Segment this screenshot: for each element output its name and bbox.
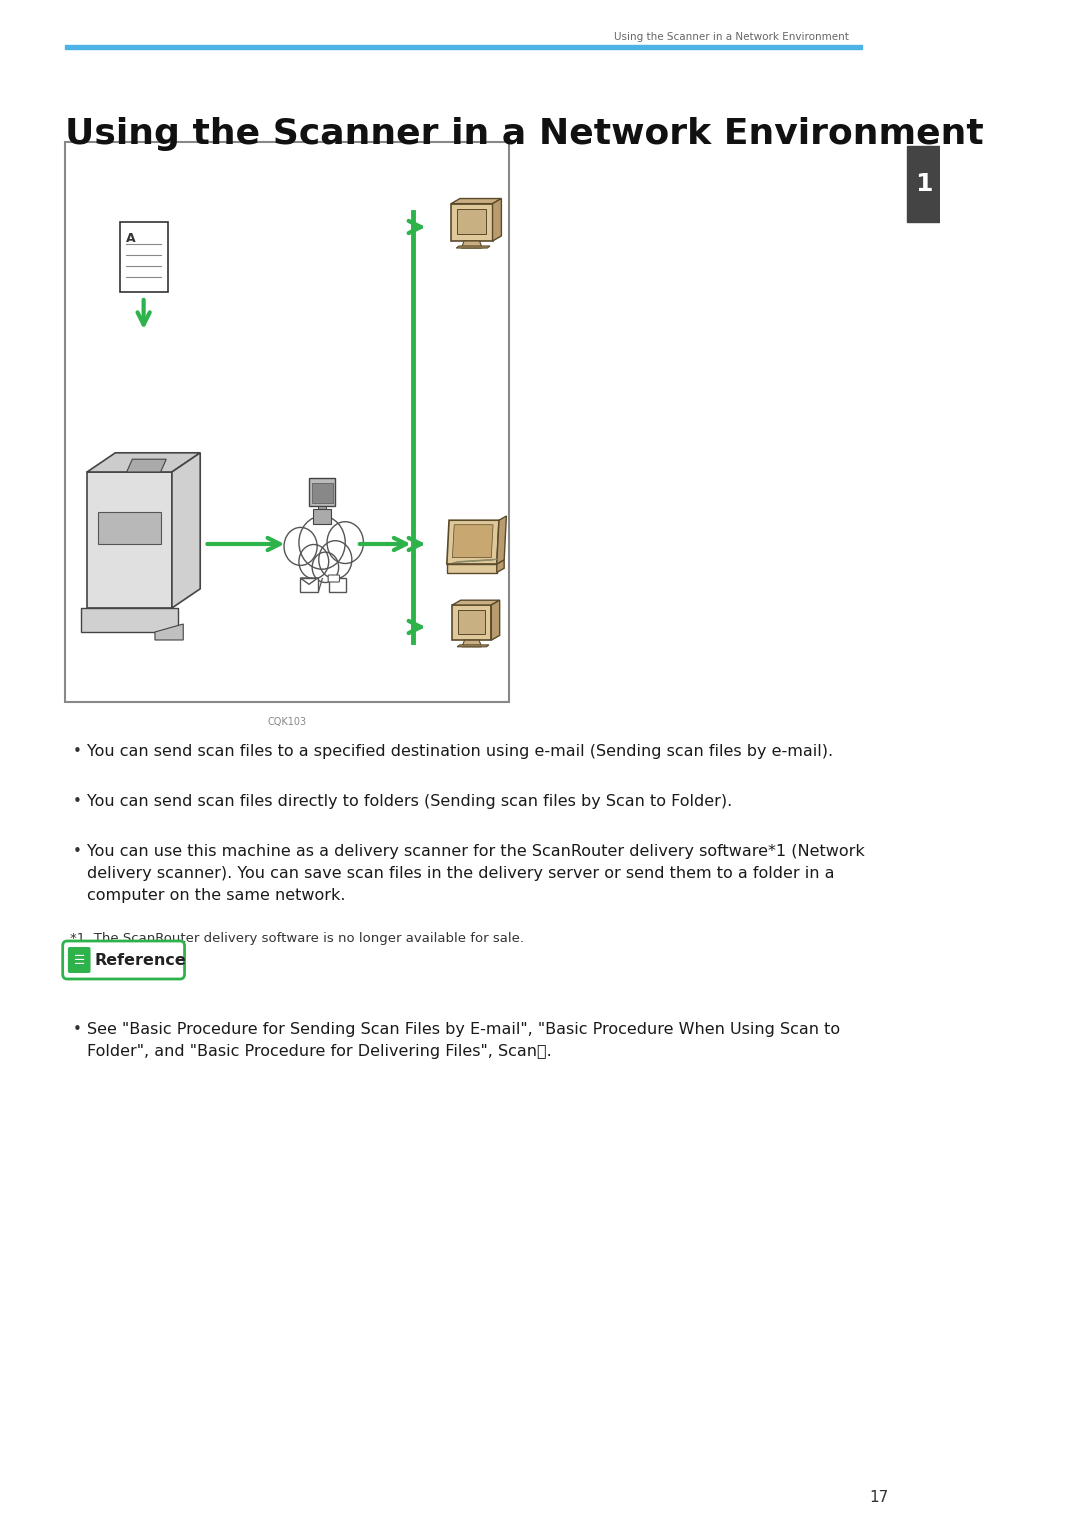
Polygon shape xyxy=(447,521,499,564)
FancyBboxPatch shape xyxy=(68,947,91,973)
Bar xyxy=(300,578,318,591)
Polygon shape xyxy=(172,453,200,608)
Text: •: • xyxy=(72,844,81,859)
FancyBboxPatch shape xyxy=(120,222,167,293)
Polygon shape xyxy=(81,608,177,633)
Polygon shape xyxy=(492,199,501,241)
Text: You can send scan files to a specified destination using e-mail (Sending scan fi: You can send scan files to a specified d… xyxy=(87,745,833,758)
Circle shape xyxy=(299,544,328,579)
Polygon shape xyxy=(450,561,498,564)
Polygon shape xyxy=(491,601,500,640)
Polygon shape xyxy=(451,199,501,204)
Polygon shape xyxy=(447,564,497,573)
Polygon shape xyxy=(456,247,490,248)
Text: You can use this machine as a delivery scanner for the ScanRouter delivery softw: You can use this machine as a delivery s… xyxy=(87,844,865,904)
Bar xyxy=(329,578,347,591)
Polygon shape xyxy=(447,559,504,564)
Text: You can send scan files directly to folders (Sending scan files by Scan to Folde: You can send scan files directly to fold… xyxy=(87,794,732,809)
Polygon shape xyxy=(458,610,485,634)
Text: •: • xyxy=(72,1022,81,1037)
Text: Using the Scanner in a Network Environment: Using the Scanner in a Network Environme… xyxy=(65,116,984,152)
Polygon shape xyxy=(87,453,200,472)
Text: •: • xyxy=(72,794,81,809)
Circle shape xyxy=(327,522,364,564)
Bar xyxy=(907,146,940,222)
Text: ☰: ☰ xyxy=(73,953,85,967)
Circle shape xyxy=(312,552,339,582)
Text: 17: 17 xyxy=(869,1489,889,1504)
Bar xyxy=(312,483,333,502)
FancyBboxPatch shape xyxy=(63,941,185,979)
Text: •: • xyxy=(72,745,81,758)
Text: 1: 1 xyxy=(915,172,932,196)
Polygon shape xyxy=(461,241,482,248)
Polygon shape xyxy=(462,640,482,647)
Polygon shape xyxy=(126,460,166,472)
Text: /: / xyxy=(318,578,323,593)
Polygon shape xyxy=(98,512,161,544)
Bar xyxy=(313,509,330,524)
Text: Reference: Reference xyxy=(95,953,187,968)
Circle shape xyxy=(299,516,346,570)
Circle shape xyxy=(284,527,318,565)
Text: A: A xyxy=(125,231,135,245)
Bar xyxy=(65,44,862,49)
Text: Using the Scanner in a Network Environment: Using the Scanner in a Network Environme… xyxy=(613,32,849,41)
Polygon shape xyxy=(457,645,489,647)
Polygon shape xyxy=(154,624,184,640)
Bar xyxy=(318,506,326,515)
Polygon shape xyxy=(453,605,491,640)
Polygon shape xyxy=(497,559,504,573)
Polygon shape xyxy=(453,525,494,558)
FancyBboxPatch shape xyxy=(328,574,339,582)
Text: *1  The ScanRouter delivery software is no longer available for sale.: *1 The ScanRouter delivery software is n… xyxy=(69,931,524,945)
Text: CQK103: CQK103 xyxy=(268,717,307,728)
Polygon shape xyxy=(453,601,500,605)
Text: See "Basic Procedure for Sending Scan Files by E-mail", "Basic Procedure When Us: See "Basic Procedure for Sending Scan Fi… xyxy=(87,1022,840,1059)
Polygon shape xyxy=(87,472,172,608)
Circle shape xyxy=(319,541,352,579)
Bar xyxy=(65,142,510,702)
Polygon shape xyxy=(451,204,492,241)
Bar xyxy=(309,478,335,506)
Polygon shape xyxy=(457,210,486,234)
Polygon shape xyxy=(497,516,507,564)
